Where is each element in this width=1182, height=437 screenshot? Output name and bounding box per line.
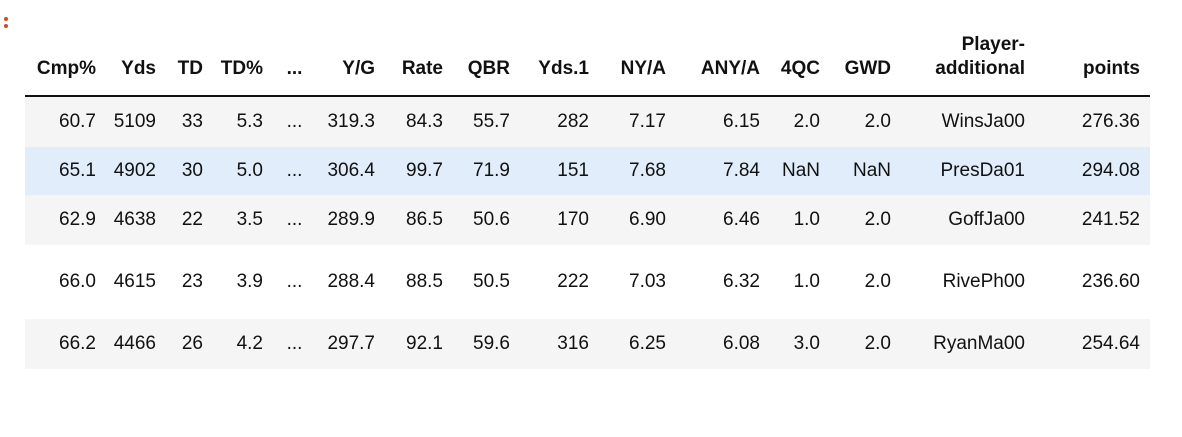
table-cell: 4.2 xyxy=(213,319,273,369)
table-cell: 4638 xyxy=(106,195,166,245)
table-cell: 66.0 xyxy=(25,245,106,319)
table-cell: 282 xyxy=(520,96,599,147)
table-cell-ellipsis: ... xyxy=(273,195,316,245)
table-cell: NaN xyxy=(770,147,830,195)
table-cell: 6.25 xyxy=(599,319,676,369)
table-cell: 65.1 xyxy=(25,147,106,195)
table-cell: 151 xyxy=(520,147,599,195)
table-cell: 4615 xyxy=(106,245,166,319)
table-cell: 62.9 xyxy=(25,195,106,245)
column-header: Cmp% xyxy=(25,20,106,97)
table-row: 60.7 5109 33 5.3 ... 319.3 84.3 55.7 282… xyxy=(25,96,1150,147)
table-cell: 297.7 xyxy=(316,319,385,369)
table-cell: 222 xyxy=(520,245,599,319)
table-cell: 6.15 xyxy=(676,96,770,147)
table-row: 66.2 4466 26 4.2 ... 297.7 92.1 59.6 316… xyxy=(25,319,1150,369)
table-cell: WinsJa00 xyxy=(901,96,1035,147)
dataframe-table: Cmp% Yds TD TD% ... Y/G Rate QBR Yds.1 N… xyxy=(25,20,1150,369)
column-header: Rate xyxy=(385,20,453,97)
column-header: NY/A xyxy=(599,20,676,97)
table-row: 65.1 4902 30 5.0 ... 306.4 99.7 71.9 151… xyxy=(25,147,1150,195)
table-cell: 7.84 xyxy=(676,147,770,195)
column-header: Player-additional xyxy=(901,20,1035,97)
table-cell: 1.0 xyxy=(770,245,830,319)
table-cell: 288.4 xyxy=(316,245,385,319)
table-cell: 5109 xyxy=(106,96,166,147)
table-cell: 1.0 xyxy=(770,195,830,245)
table-cell: 254.64 xyxy=(1035,319,1150,369)
table-cell: 4466 xyxy=(106,319,166,369)
table-cell: 6.46 xyxy=(676,195,770,245)
table-cell: 5.0 xyxy=(213,147,273,195)
table-cell: 7.17 xyxy=(599,96,676,147)
table-cell: 289.9 xyxy=(316,195,385,245)
header-row: Cmp% Yds TD TD% ... Y/G Rate QBR Yds.1 N… xyxy=(25,20,1150,97)
column-header: TD xyxy=(166,20,213,97)
table-cell: 50.6 xyxy=(453,195,520,245)
table-cell: 3.5 xyxy=(213,195,273,245)
table-cell: 6.32 xyxy=(676,245,770,319)
table-cell: 71.9 xyxy=(453,147,520,195)
table-cell: 6.90 xyxy=(599,195,676,245)
table-cell: 23 xyxy=(166,245,213,319)
column-header: points xyxy=(1035,20,1150,97)
cell-prompt-marker xyxy=(4,14,8,30)
table-cell: 7.68 xyxy=(599,147,676,195)
table-cell: 33 xyxy=(166,96,213,147)
table-cell-ellipsis: ... xyxy=(273,245,316,319)
table-cell: RyanMa00 xyxy=(901,319,1035,369)
column-header: GWD xyxy=(830,20,901,97)
column-header-ellipsis: ... xyxy=(273,20,316,97)
table-cell: 3.9 xyxy=(213,245,273,319)
table-cell: 236.60 xyxy=(1035,245,1150,319)
table-cell: 99.7 xyxy=(385,147,453,195)
table-cell: 170 xyxy=(520,195,599,245)
table-cell: 319.3 xyxy=(316,96,385,147)
table-cell: 50.5 xyxy=(453,245,520,319)
table-cell: 86.5 xyxy=(385,195,453,245)
table-cell: 241.52 xyxy=(1035,195,1150,245)
column-header: Yds.1 xyxy=(520,20,599,97)
table-cell: 2.0 xyxy=(830,245,901,319)
table-cell: 306.4 xyxy=(316,147,385,195)
table-cell: 2.0 xyxy=(830,195,901,245)
table-cell: 88.5 xyxy=(385,245,453,319)
table-cell: RivePh00 xyxy=(901,245,1035,319)
table-cell-ellipsis: ... xyxy=(273,96,316,147)
table-cell: PresDa01 xyxy=(901,147,1035,195)
table-cell: 84.3 xyxy=(385,96,453,147)
table-cell: 2.0 xyxy=(830,319,901,369)
table-cell: 294.08 xyxy=(1035,147,1150,195)
table-cell: 3.0 xyxy=(770,319,830,369)
table-row: 66.0 4615 23 3.9 ... 288.4 88.5 50.5 222… xyxy=(25,245,1150,319)
column-header: Yds xyxy=(106,20,166,97)
table-cell: 4902 xyxy=(106,147,166,195)
table-cell: 60.7 xyxy=(25,96,106,147)
table-cell: 55.7 xyxy=(453,96,520,147)
table-cell: 26 xyxy=(166,319,213,369)
table-cell: 7.03 xyxy=(599,245,676,319)
table-cell: 92.1 xyxy=(385,319,453,369)
column-header: 4QC xyxy=(770,20,830,97)
column-header: Y/G xyxy=(316,20,385,97)
table-cell: 2.0 xyxy=(830,96,901,147)
table-cell: 66.2 xyxy=(25,319,106,369)
table-cell: 2.0 xyxy=(770,96,830,147)
table-cell: 5.3 xyxy=(213,96,273,147)
table-cell: NaN xyxy=(830,147,901,195)
column-header: ANY/A xyxy=(676,20,770,97)
table-cell-ellipsis: ... xyxy=(273,319,316,369)
column-header: TD% xyxy=(213,20,273,97)
table-cell: GoffJa00 xyxy=(901,195,1035,245)
table-cell: 6.08 xyxy=(676,319,770,369)
table-cell: 316 xyxy=(520,319,599,369)
column-header: QBR xyxy=(453,20,520,97)
table-cell: 22 xyxy=(166,195,213,245)
table-cell-ellipsis: ... xyxy=(273,147,316,195)
table-cell: 276.36 xyxy=(1035,96,1150,147)
table-cell: 59.6 xyxy=(453,319,520,369)
table-cell: 30 xyxy=(166,147,213,195)
table-row: 62.9 4638 22 3.5 ... 289.9 86.5 50.6 170… xyxy=(25,195,1150,245)
